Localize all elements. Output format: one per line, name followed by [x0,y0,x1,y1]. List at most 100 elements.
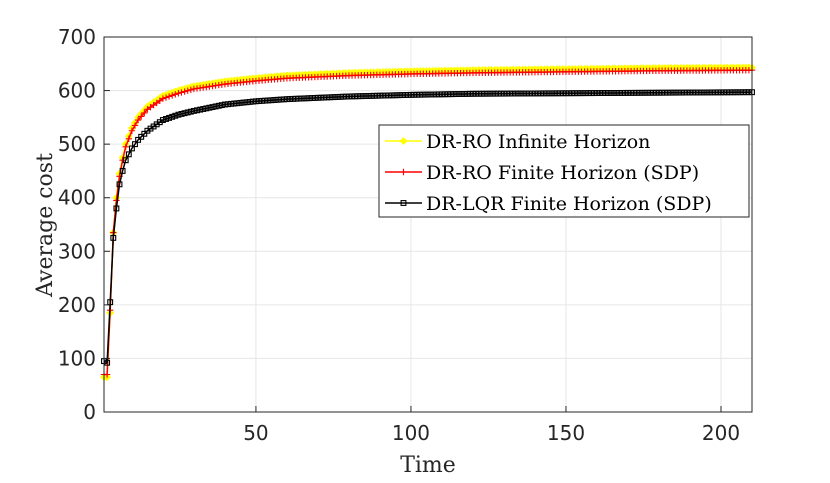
data-point [125,151,132,158]
data-point [538,90,545,97]
data-point [342,93,349,100]
data-point [544,90,551,97]
data-point [656,89,662,96]
data-point [262,97,269,104]
data-point [330,94,337,101]
data-point [448,91,455,98]
data-point [159,117,166,123]
x-axis-title: Time [400,453,456,478]
data-point [559,90,566,97]
data-point [597,90,604,97]
legend-box [378,124,750,218]
data-point [578,90,585,97]
data-point [172,112,179,119]
data-point [724,89,731,96]
data-point [432,91,439,98]
data-point [138,113,145,120]
data-point [339,93,346,100]
data-point [345,93,352,100]
data-point [463,90,470,97]
data-point [414,91,421,98]
data-point [212,103,219,110]
data-point [200,106,207,112]
data-point [677,89,684,96]
data-point [175,90,182,97]
data-point [600,90,607,96]
y-axis-title: Average cost [33,153,58,298]
legend-swatch-marker [399,137,408,145]
data-point [125,135,133,142]
data-point [435,91,442,98]
data-point [314,94,321,101]
data-point [541,90,548,97]
data-point [271,97,278,103]
data-point [451,91,458,98]
data-point [482,90,489,97]
data-point [659,89,666,96]
data-point [721,89,728,96]
data-point [190,107,197,114]
data-point [218,102,225,109]
legend-swatch-marker [400,200,407,206]
data-point [643,89,650,96]
data-point [473,90,480,97]
data-point [336,93,343,100]
y-tick-label: 200 [58,293,96,317]
data-point [104,359,111,366]
data-point [184,87,191,94]
data-point [367,92,374,99]
data-point [389,92,396,99]
data-point [318,94,324,101]
data-point [290,95,297,102]
data-point [122,143,129,151]
data-point [373,92,380,99]
data-point [370,92,377,99]
data-point [718,89,724,96]
data-point [504,90,511,97]
x-tick-label: 150 [547,421,585,445]
data-point [609,90,616,96]
data-point [302,95,309,102]
data-point [252,98,259,105]
data-point [466,90,473,97]
data-point [163,116,169,122]
data-point [256,98,262,105]
data-point [411,91,417,98]
data-point [457,91,464,97]
data-point [305,95,312,102]
data-point [169,92,176,99]
legend-label: DR-LQR Finite Horizon (SDP) [426,193,712,215]
data-point [714,89,721,96]
data-point [485,90,492,97]
data-point [131,122,139,129]
data-point [553,90,560,97]
data-point [569,90,576,97]
data-point [265,97,272,104]
data-point [594,90,600,97]
data-point [134,116,142,124]
data-point [103,371,111,378]
data-point [274,96,281,103]
series-layer [100,63,756,382]
data-point [383,92,390,99]
data-point [519,90,526,97]
data-point [711,89,718,96]
data-point [488,90,495,97]
data-point [277,96,284,103]
data-point [215,102,222,109]
data-point [662,89,669,96]
data-point [690,89,697,96]
data-point [165,93,173,100]
data-point [612,90,619,96]
data-point [429,91,436,98]
y-tick-label: 600 [58,79,96,103]
data-point [628,89,635,96]
data-point [736,89,743,96]
data-point [392,92,399,99]
data-point [584,90,591,97]
data-point [386,92,393,99]
data-point [128,127,136,134]
data-point [730,89,737,96]
data-point [299,95,306,102]
data-point [280,96,287,103]
